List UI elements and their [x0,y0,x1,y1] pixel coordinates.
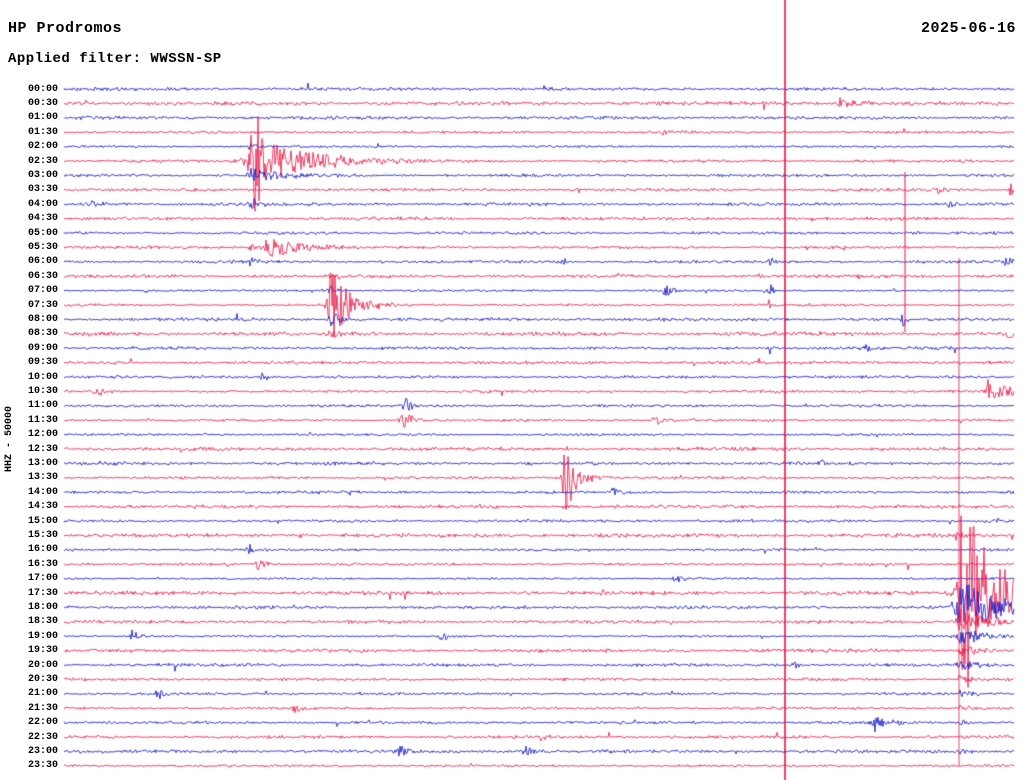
filter-label: Applied filter: WWSSN-SP [8,51,222,67]
channel-scale-label: HHZ - 50000 [4,405,15,472]
date-label: 2025-06-16 [920,20,1016,37]
station-title: HP Prodromos [8,20,123,37]
